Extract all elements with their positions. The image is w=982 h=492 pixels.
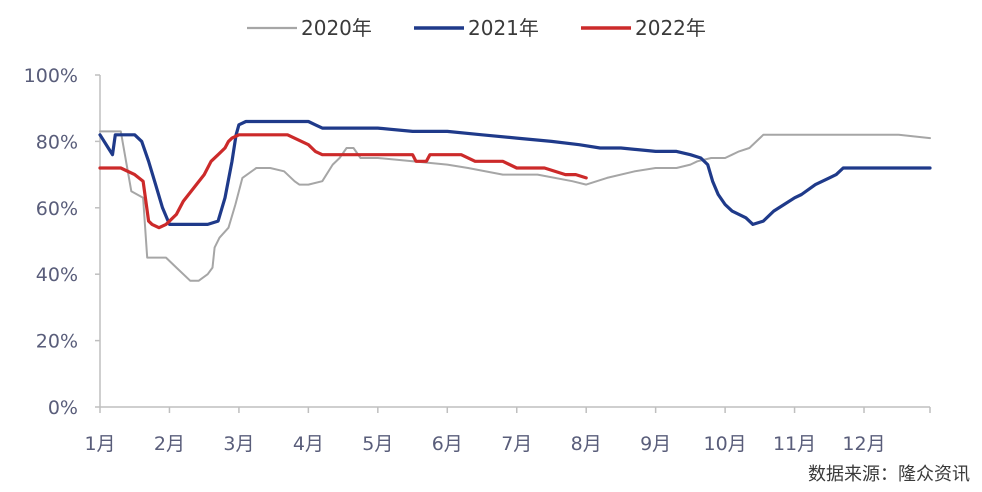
legend-item-3: 2022年: [581, 16, 706, 40]
y-tick-label: 0%: [48, 397, 78, 419]
data-source-note: 数据来源：隆众资讯: [808, 464, 970, 485]
legend-label: 2020年: [301, 16, 372, 40]
y-axis-ticks: 0% 20% 40% 60% 80% 100%: [24, 65, 100, 419]
x-tick-label: 3月: [223, 433, 254, 455]
legend-label: 2022年: [635, 16, 706, 40]
x-tick-label: 9月: [640, 433, 671, 455]
x-tick-label: 12月: [842, 433, 885, 455]
x-tick-label: 6月: [432, 433, 463, 455]
y-tick-label: 60%: [36, 198, 78, 220]
chart-legend: 2020年 2021年 2022年: [247, 16, 706, 40]
x-tick-label: 5月: [362, 433, 393, 455]
legend-item-1: 2020年: [247, 16, 372, 40]
x-tick-label: 1月: [84, 433, 115, 455]
series-line-2: [98, 119, 932, 226]
x-tick-label: 2月: [154, 433, 185, 455]
series-line-1: [99, 130, 931, 282]
x-tick-label: 7月: [501, 433, 532, 455]
x-tick-label: 10月: [704, 433, 747, 455]
x-tick-label: 11月: [773, 433, 816, 455]
legend-label: 2021年: [468, 16, 539, 40]
y-tick-label: 100%: [24, 65, 78, 87]
chart-series-layer: [98, 119, 932, 282]
y-tick-label: 40%: [36, 264, 78, 286]
series-line-3: [98, 133, 588, 230]
x-tick-label: 4月: [293, 433, 324, 455]
legend-item-2: 2021年: [414, 16, 539, 40]
x-axis-ticks: 1月 2月 3月 4月 5月 6月 7月 8月 9月 10月 11月 12月: [84, 407, 931, 455]
x-tick-label: 8月: [571, 433, 602, 455]
chart-axes: [99, 75, 930, 408]
y-tick-label: 20%: [36, 331, 78, 353]
y-tick-label: 80%: [36, 131, 78, 153]
